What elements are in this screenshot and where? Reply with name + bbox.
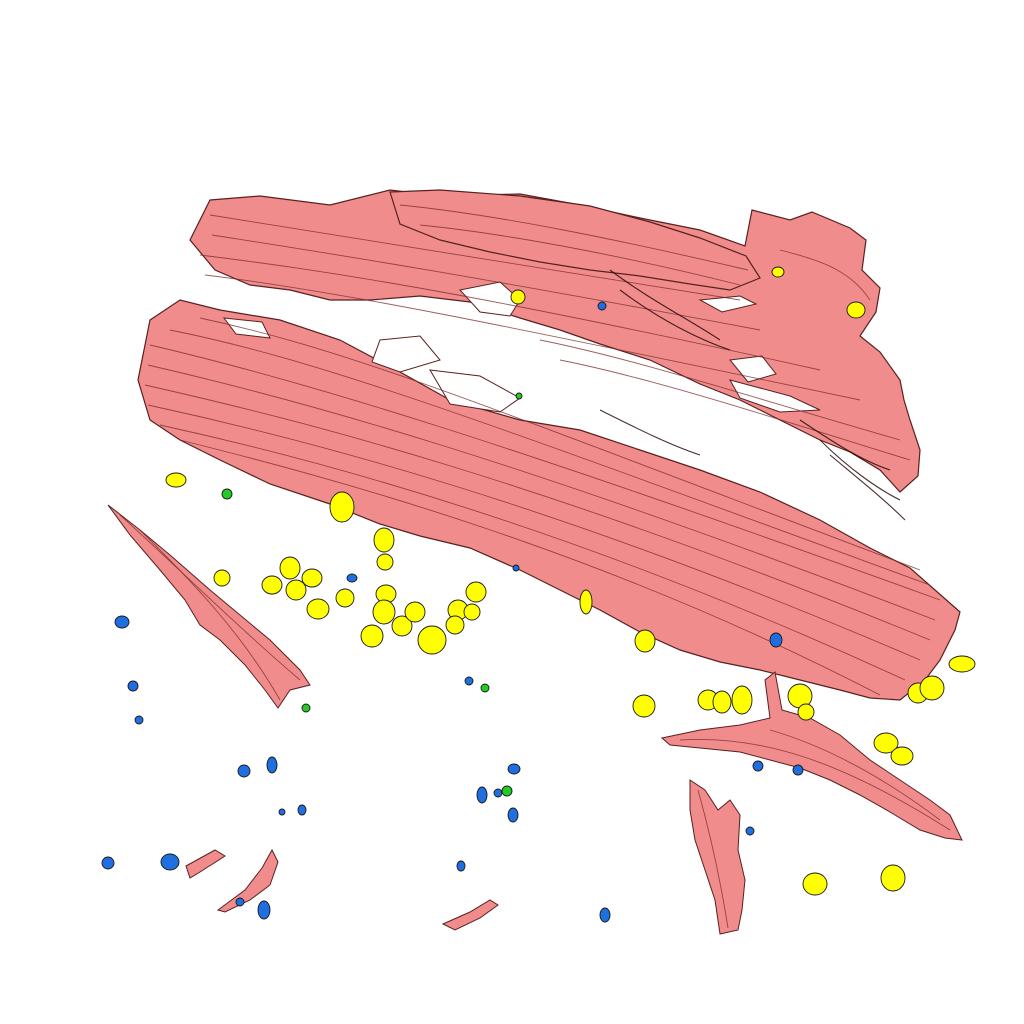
yellow-particle <box>285 579 307 601</box>
yellow-particle <box>465 581 487 603</box>
blue-particle <box>237 764 251 778</box>
blue-particle <box>160 853 180 871</box>
fiber-bundle-top-strip <box>389 189 761 291</box>
fiber-fragment-right <box>660 671 963 841</box>
yellow-particle <box>797 703 815 721</box>
green-particle <box>480 683 490 693</box>
yellow-particle <box>880 864 906 892</box>
fiber-fragments <box>107 504 963 935</box>
blue-particle <box>597 301 607 311</box>
fiber-gap <box>698 295 758 313</box>
green-particle <box>301 703 311 713</box>
blue-particle <box>127 680 139 692</box>
yellow-particle <box>802 872 828 896</box>
fiber-gap <box>459 281 521 317</box>
green-particle <box>515 392 523 400</box>
yellow-particle <box>632 694 656 718</box>
blue-particle <box>464 676 474 686</box>
blue-particle <box>266 756 278 774</box>
yellow-particle <box>213 569 231 587</box>
yellow-particle <box>417 625 447 655</box>
yellow-particle <box>890 746 914 766</box>
blue-particle <box>507 763 521 775</box>
yellow-particle <box>376 553 394 571</box>
yellow-particle <box>165 472 187 488</box>
blue-particle <box>278 808 286 816</box>
blue-particle <box>297 804 307 816</box>
blue-particle <box>101 856 115 870</box>
yellow-particle <box>771 266 785 278</box>
yellow-particle <box>279 556 301 580</box>
yellow-particle <box>873 732 899 754</box>
fiber-gap <box>729 355 777 383</box>
green-particles <box>221 392 523 797</box>
yellow-particle <box>301 568 323 588</box>
yellow-particle <box>919 675 945 701</box>
blue-particle <box>507 807 519 823</box>
yellow-particle <box>391 615 413 637</box>
blue-particle <box>752 760 764 772</box>
fiber-fragment-small <box>185 849 226 879</box>
yellow-particle <box>373 527 395 553</box>
yellow-particle <box>712 690 732 714</box>
fiber-bundle-front-slab <box>137 299 961 701</box>
blue-particle <box>745 826 755 836</box>
green-particle <box>501 785 513 797</box>
blue-particle <box>476 786 488 804</box>
yellow-particle <box>510 289 526 305</box>
blue-particle <box>792 764 804 776</box>
blue-particle <box>346 573 358 583</box>
yellow-particle <box>360 624 384 648</box>
fiber-gap <box>222 317 271 339</box>
yellow-particle <box>846 301 866 319</box>
blue-particle <box>512 564 520 572</box>
yellow-particles <box>165 266 976 896</box>
yellow-particle <box>335 588 355 608</box>
blue-particle <box>114 615 130 629</box>
fiber-gap <box>429 369 521 413</box>
blue-particle <box>134 715 144 725</box>
fiber-fragment-small <box>216 848 279 913</box>
yellow-particle <box>579 589 593 615</box>
yellow-particle <box>306 598 330 620</box>
blue-particle <box>599 907 611 923</box>
yellow-particle <box>634 629 656 653</box>
blue-particle <box>493 788 503 798</box>
blue-particle <box>769 632 783 648</box>
yellow-particle <box>404 601 426 623</box>
fiber-gap <box>371 335 441 373</box>
yellow-particle <box>731 685 753 715</box>
blue-particle <box>257 900 271 920</box>
yellow-particle <box>372 599 396 625</box>
fiber-fragment-small <box>441 899 499 931</box>
yellow-particle <box>329 491 355 523</box>
main-fiber-bundle <box>137 189 961 701</box>
yellow-particle <box>463 603 481 621</box>
yellow-particle <box>261 575 283 595</box>
fiber-fragment-left <box>107 504 311 709</box>
yellow-particle <box>445 615 465 635</box>
fiber-fragment-bottom <box>689 779 746 935</box>
green-particle <box>221 488 233 500</box>
blue-particle <box>456 860 466 872</box>
yellow-particle <box>948 655 976 673</box>
blue-particle <box>235 897 245 907</box>
